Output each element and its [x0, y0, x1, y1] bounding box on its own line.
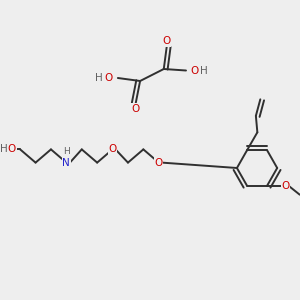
- Text: H: H: [95, 73, 103, 83]
- Text: H: H: [200, 65, 208, 76]
- Text: O: O: [190, 65, 198, 76]
- Text: N: N: [62, 158, 70, 168]
- Text: O: O: [154, 158, 163, 168]
- Text: O: O: [108, 144, 117, 154]
- Text: O: O: [104, 73, 112, 83]
- Text: H: H: [63, 147, 70, 156]
- Text: O: O: [131, 104, 140, 114]
- Text: O: O: [8, 144, 16, 154]
- Text: H: H: [0, 144, 8, 154]
- Text: O: O: [281, 181, 290, 191]
- Text: O: O: [163, 36, 171, 46]
